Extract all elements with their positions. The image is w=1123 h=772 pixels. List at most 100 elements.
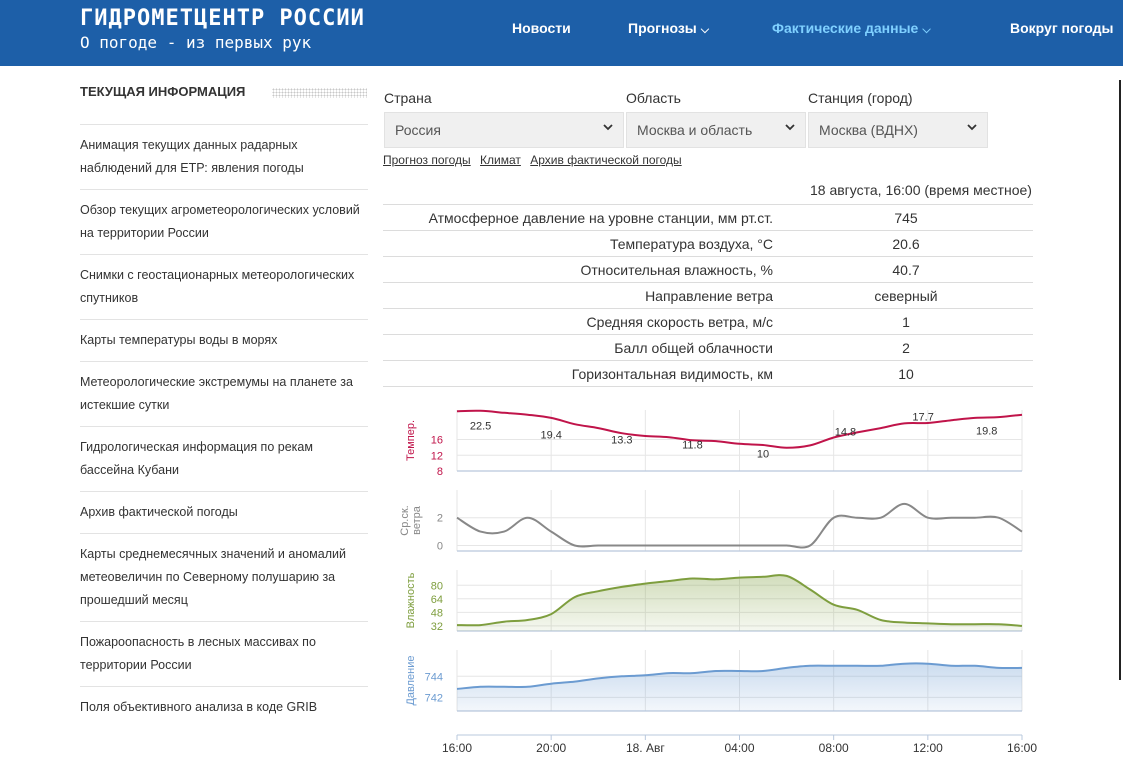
- parameter-name: Горизонтальная видимость, км: [383, 360, 779, 387]
- sidebar-item[interactable]: Карты температуры воды в морях: [80, 319, 368, 361]
- chart-series-line: [456, 662, 1023, 690]
- nav-around-weather[interactable]: Вокруг погоды: [1010, 20, 1113, 36]
- parameter-value: 20.6: [779, 230, 1033, 257]
- chart-data-label: 13.3: [611, 435, 632, 447]
- region-select[interactable]: Москва и область: [626, 112, 806, 148]
- chevron-down-icon: ⌵: [700, 24, 710, 36]
- sidebar-item[interactable]: Архив фактической погоды: [80, 491, 368, 533]
- chevron-down-icon: ⌵: [922, 24, 931, 36]
- chart-data-label: 10: [757, 449, 769, 461]
- chart-series-line: [456, 574, 1023, 627]
- parameter-value: 1: [779, 308, 1033, 335]
- chart-ytick-label: 48: [431, 607, 443, 619]
- sidebar-item[interactable]: Обзор текущих агрометеорологических усло…: [80, 189, 368, 254]
- chart-xtick-label: 16:00: [1007, 741, 1037, 755]
- table-row: Атмосферное давление на уровне станции, …: [383, 204, 1033, 231]
- chart-area: [457, 575, 1022, 631]
- chart-ytick-label: 64: [431, 594, 443, 606]
- table-row: Относительная влажность, % 40.7: [383, 256, 1033, 283]
- country-label: Страна: [384, 90, 432, 106]
- sidebar-item[interactable]: Пожароопасность в лесных массивах по тер…: [80, 621, 368, 686]
- chart-ytick-label: 744: [425, 671, 443, 683]
- sidebar-item[interactable]: Карты среднемесячных значений и аномалий…: [80, 533, 368, 621]
- chart-xtick-label: 18. Авг: [626, 741, 665, 755]
- parameter-value: северный: [779, 282, 1033, 309]
- nav-around-weather-label: Вокруг погоды: [1010, 20, 1114, 36]
- parameter-value: 2: [779, 334, 1033, 361]
- chart-ytick-label: 8: [437, 466, 443, 478]
- station-select[interactable]: Москва (ВДНХ): [808, 112, 988, 148]
- nav-news[interactable]: Новости: [512, 20, 571, 36]
- page-scrollbar[interactable]: [1119, 80, 1121, 680]
- chart-ylabel: Давление: [405, 655, 417, 705]
- link-climate[interactable]: Климат: [480, 153, 521, 167]
- chart-xtick-label: 08:00: [819, 741, 849, 755]
- site-subtitle: О погоде - из первых рук: [80, 33, 312, 52]
- chart-ylabel: Влажность: [405, 572, 417, 628]
- observation-table: Атмосферное давление на уровне станции, …: [383, 204, 1033, 387]
- chart-xtick-label: 20:00: [536, 741, 566, 755]
- chart-xtick-label: 16:00: [442, 741, 472, 755]
- chart-ytick-label: 80: [431, 580, 443, 592]
- chart-data-label: 19.4: [540, 429, 561, 441]
- sidebar-title-divider: [272, 88, 367, 98]
- site-title[interactable]: ГИДРОМЕТЦЕНТР РОССИИ: [80, 6, 365, 31]
- table-row: Горизонтальная видимость, км 10: [383, 360, 1033, 387]
- sidebar-item[interactable]: Гидрологическая информация по рекам басс…: [80, 426, 368, 491]
- nav-actual-data[interactable]: Фактические данные ⌵: [772, 20, 931, 37]
- parameter-name: Атмосферное давление на уровне станции, …: [383, 204, 779, 231]
- chart-panel: 0 2 Ср.ск. ветра: [399, 490, 1023, 552]
- station-links: Прогноз погоды Климат Архив фактической …: [383, 153, 688, 167]
- chart-data-label: 11.8: [682, 440, 703, 452]
- sidebar-list: Анимация текущих данных радарных наблюде…: [80, 124, 368, 728]
- chart-data-label: 17.7: [912, 412, 933, 424]
- chart-ytick-label: 742: [425, 692, 443, 704]
- sidebar-item[interactable]: Снимки с геостационарных метеорологическ…: [80, 254, 368, 319]
- chart-area: [457, 663, 1022, 711]
- chart-ytick-label: 16: [431, 435, 443, 447]
- chevron-down-icon: [784, 121, 796, 136]
- chart-ylabel: ветра: [411, 505, 423, 535]
- sidebar-item[interactable]: Метеорологические экстремумы на планете …: [80, 361, 368, 426]
- table-row: Направление ветра северный: [383, 282, 1033, 309]
- nav-actual-data-label: Фактические данные: [772, 20, 919, 36]
- chart-series-line: [456, 409, 1023, 449]
- parameter-name: Температура воздуха, °С: [383, 230, 779, 257]
- nav-news-label: Новости: [512, 20, 571, 36]
- chart-data-label: 19.8: [976, 425, 997, 437]
- parameter-name: Направление ветра: [383, 282, 779, 309]
- sidebar-title: ТЕКУЩАЯ ИНФОРМАЦИЯ: [80, 84, 246, 99]
- station-select-value: Москва (ВДНХ): [819, 122, 918, 138]
- table-row: Температура воздуха, °С 20.6: [383, 230, 1033, 257]
- nav-forecasts[interactable]: Прогнозы ⌵: [628, 20, 709, 37]
- chart-xtick-label: 12:00: [913, 741, 943, 755]
- parameter-name: Балл общей облачности: [383, 334, 779, 361]
- site-header: ГИДРОМЕТЦЕНТР РОССИИ О погоде - из первы…: [0, 0, 1123, 66]
- link-forecast[interactable]: Прогноз погоды: [383, 153, 471, 167]
- chart-x-axis: 16:00 20:00 18. Авг 04:00 08:00 12:00 16:00: [442, 734, 1037, 755]
- chart-series-line: [456, 502, 1023, 549]
- chevron-down-icon: [602, 121, 614, 136]
- chart-ytick-label: 32: [431, 621, 443, 633]
- chart-data-label: 22.5: [470, 421, 491, 433]
- chevron-down-icon: [966, 121, 978, 136]
- chart-ylabel: Ср.ск.: [399, 505, 411, 536]
- chart-ytick-label: 0: [437, 540, 443, 552]
- country-select-value: Россия: [395, 122, 441, 138]
- link-archive[interactable]: Архив фактической погоды: [530, 153, 682, 167]
- sidebar-item[interactable]: Поля объективного анализа в коде GRIB: [80, 686, 368, 728]
- observation-datetime: 18 августа, 16:00 (время местное): [810, 182, 1032, 198]
- country-select[interactable]: Россия: [384, 112, 624, 148]
- parameter-value: 10: [779, 360, 1033, 387]
- sidebar-item[interactable]: Анимация текущих данных радарных наблюде…: [80, 124, 368, 189]
- region-select-value: Москва и область: [637, 122, 753, 138]
- parameter-name: Относительная влажность, %: [383, 256, 779, 283]
- chart-ytick-label: 12: [431, 450, 443, 462]
- nav-forecasts-label: Прогнозы: [628, 20, 697, 36]
- chart-ylabel: Темпер.: [405, 420, 417, 461]
- table-row: Средняя скорость ветра, м/с 1: [383, 308, 1033, 335]
- chart-ytick-label: 2: [437, 513, 443, 525]
- parameter-name: Средняя скорость ветра, м/с: [383, 308, 779, 335]
- parameter-value: 745: [779, 204, 1033, 231]
- chart-xtick-label: 04:00: [724, 741, 754, 755]
